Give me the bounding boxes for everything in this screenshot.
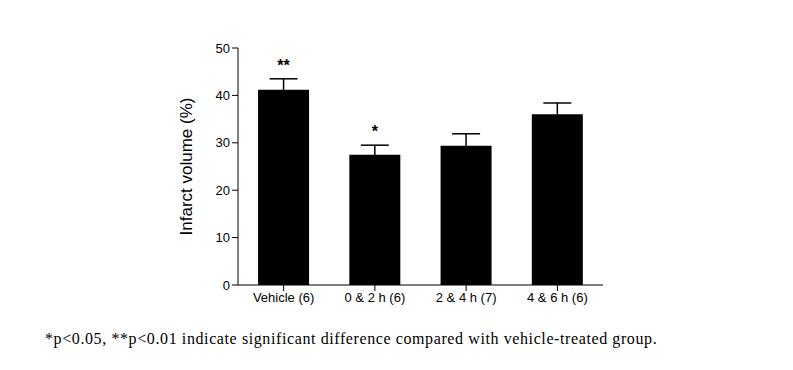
html-text:*p<0.05, **p<0.01 indicate sig: *p<0.05, **p<0.01 indicate significant d… [45, 330, 658, 347]
svg-text:0: 0 [223, 278, 230, 293]
svg-text:20: 20 [216, 183, 230, 198]
svg-text:Vehicle (6): Vehicle (6) [253, 290, 314, 305]
svg-text:Infarct volume (%): Infarct volume (%) [178, 98, 196, 236]
svg-text:30: 30 [216, 135, 230, 150]
svg-text:10: 10 [216, 230, 230, 245]
svg-text:0 & 2 h (6): 0 & 2 h (6) [345, 290, 406, 305]
svg-text:4 & 6 h (6): 4 & 6 h (6) [527, 290, 588, 305]
svg-text:2 & 4 h (7): 2 & 4 h (7) [436, 290, 497, 305]
svg-text:*: * [372, 123, 379, 140]
svg-text:**: ** [277, 57, 290, 74]
svg-text:40: 40 [216, 88, 230, 103]
svg-text:50: 50 [216, 41, 230, 56]
